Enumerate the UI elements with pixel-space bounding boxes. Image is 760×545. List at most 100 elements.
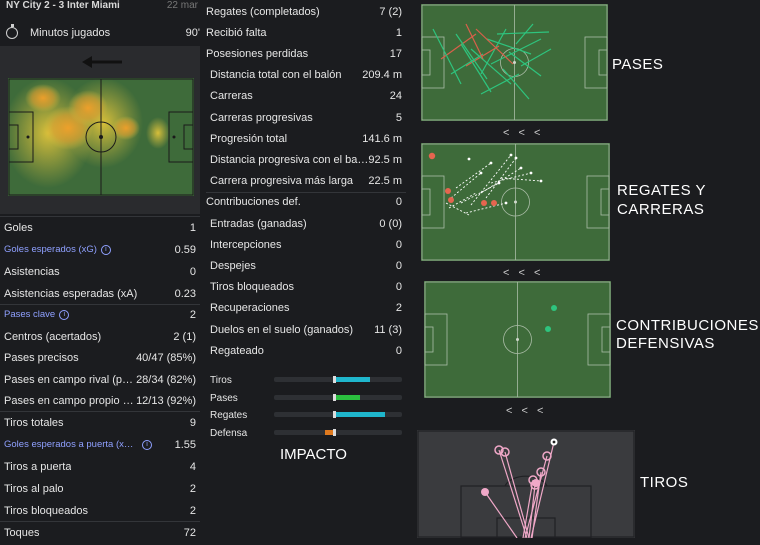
impact-label: Defensa xyxy=(210,427,248,439)
stat-divider xyxy=(0,411,200,412)
shots-pitch[interactable] xyxy=(417,430,635,539)
stat-row: Recuperaciones 2 xyxy=(206,298,402,319)
stat-value: 40/47 (85%) xyxy=(136,351,196,364)
stat-value: 12/13 (92%) xyxy=(136,394,196,407)
stat-value: 1 xyxy=(189,221,196,234)
info-icon[interactable]: i xyxy=(142,439,152,450)
direction-arrow-icon xyxy=(82,56,122,68)
stat-value: 0 xyxy=(395,238,402,251)
stat-row: Distancia progresiva con el balón 92.5 m xyxy=(206,149,402,170)
impact-bar xyxy=(274,411,402,418)
stat-value: 0 (0) xyxy=(379,217,402,230)
left-stats-list: Goles 1 Goles esperados (xG) i 0.59 Asistenci… xyxy=(0,217,200,545)
impact-bar xyxy=(274,376,402,383)
stat-label: Entradas (ganadas) xyxy=(210,217,307,230)
stat-label: Tiros totales xyxy=(4,416,64,429)
impact-bar xyxy=(274,393,402,401)
stat-value: 2 xyxy=(189,504,196,517)
stat-row: Regateado 0 xyxy=(206,340,402,361)
stat-label: Centros (acertados) xyxy=(4,330,102,343)
stat-label: Asistencias esperadas (xA) xyxy=(4,287,138,300)
stat-label: Distancia progresiva con el balón xyxy=(210,153,369,166)
stat-value: 2 xyxy=(395,302,402,315)
stat-value: 0 xyxy=(395,281,402,294)
stat-label: Regateado xyxy=(210,344,264,357)
passes-pitch[interactable] xyxy=(421,4,608,121)
impact-bar-fill xyxy=(334,377,370,382)
stat-value: 92.5 m xyxy=(368,153,402,166)
chevrons-left-icon: < < < xyxy=(503,127,544,139)
stat-row: Tiros al palo 2 xyxy=(4,478,196,499)
stat-row: Pases clave i 2 xyxy=(4,304,196,325)
stat-row: Asistencias esperadas (xA) 0.23 xyxy=(4,283,196,304)
stat-row: Centros (acertados) 2 (1) xyxy=(4,326,196,347)
stat-label: Pases precisos xyxy=(4,351,79,364)
defensive-pitch[interactable] xyxy=(424,281,611,398)
stat-label: Intercepciones xyxy=(210,238,282,251)
impact-bar-marker xyxy=(333,428,337,436)
stat-row: Duelos en el suelo (ganados) 11 (3) xyxy=(206,319,402,340)
stat-row: Progresión total 141.6 m xyxy=(206,128,402,149)
heatmap-pitch xyxy=(3,78,194,196)
stat-divider xyxy=(0,521,200,522)
stat-value: 0 xyxy=(395,259,402,272)
stat-value: 0.23 xyxy=(174,287,196,300)
stat-label: Toques xyxy=(4,526,40,539)
defense-section-title-line2: DEFENSIVAS xyxy=(616,335,715,352)
defense-section-title-line1: CONTRIBUCIONES xyxy=(616,317,759,334)
impact-title: IMPACTO xyxy=(280,446,347,463)
stat-row: Contribuciones def. 0 xyxy=(206,192,402,213)
stat-row: Recibió falta 1 xyxy=(206,22,402,43)
stat-label[interactable]: Goles esperados (xG) xyxy=(4,244,97,255)
info-icon[interactable]: i xyxy=(100,244,111,255)
stat-label: Pases en campo rival (precisión) xyxy=(4,373,137,386)
stat-row: Asistencias 0 xyxy=(4,261,196,282)
impact-bar-fill xyxy=(334,412,386,417)
match-date: 22 mar xyxy=(166,0,198,11)
stat-value: 1.55 xyxy=(174,438,196,451)
impact-bar xyxy=(274,428,402,436)
stat-row: Pases precisos 40/47 (85%) xyxy=(4,347,196,368)
stat-row: Carrera progresiva más larga 22.5 m xyxy=(206,171,402,192)
stat-row: Goles 1 xyxy=(4,217,196,238)
stat-row: Goles esperados (xG) i 0.59 xyxy=(4,239,196,260)
stat-label: Despejes xyxy=(210,259,256,272)
stat-value: 0 xyxy=(189,265,196,278)
stat-label[interactable]: Pases clave xyxy=(4,309,56,320)
stat-label: Recibió falta xyxy=(206,26,267,39)
stat-label: Tiros bloqueados xyxy=(4,504,88,517)
chevrons-left-icon: < < < xyxy=(506,405,547,417)
stat-value: 2 xyxy=(189,308,196,321)
stat-row: Pases en campo rival (precisión)28/34 (8… xyxy=(4,369,196,390)
stopwatch-icon xyxy=(6,24,18,39)
match-header: NY City 2 - 3 Inter Miami 22 mar xyxy=(6,0,198,14)
stat-value: 22.5 m xyxy=(368,175,402,188)
stat-value: 7 (2) xyxy=(379,5,402,18)
match-title[interactable]: NY City 2 - 3 Inter Miami xyxy=(6,0,120,11)
stat-label[interactable]: Goles esperados a puerta (xGOT) xyxy=(4,439,138,450)
info-icon[interactable]: i xyxy=(59,309,70,320)
stat-row: Tiros totales 9 xyxy=(4,412,196,433)
stat-value: 0 xyxy=(395,196,402,209)
impact-bar-fill xyxy=(325,429,335,435)
stat-value: 9 xyxy=(189,416,196,429)
stat-label: Goles xyxy=(4,221,33,234)
stat-value: 5 xyxy=(395,111,402,124)
passes-section-title: PASES xyxy=(612,56,664,73)
impact-label: Tiros xyxy=(210,375,232,386)
stat-value: 11 (3) xyxy=(374,323,402,336)
impact-bar-fill xyxy=(334,394,360,400)
stat-value: 4 xyxy=(189,460,196,473)
stat-row: Entradas (ganadas) 0 (0) xyxy=(206,213,402,234)
stat-label: Progresión total xyxy=(210,132,288,145)
stat-row: Goles esperados a puerta (xGOT) i 1.55 xyxy=(4,434,196,455)
impact-label: Regates xyxy=(210,410,248,421)
stat-value: 0.59 xyxy=(174,243,196,256)
dribbles-pitch[interactable] xyxy=(421,143,610,261)
dribbles-section-title-line1: REGATES Y xyxy=(617,182,706,199)
impact-label: Pases xyxy=(210,392,238,404)
stat-row: Carreras 24 xyxy=(206,86,402,107)
impact-panel: Tiros Pases Regates Defensa xyxy=(208,372,404,440)
impact-bar-marker xyxy=(333,376,337,383)
stat-value: 209.4 m xyxy=(362,69,402,82)
